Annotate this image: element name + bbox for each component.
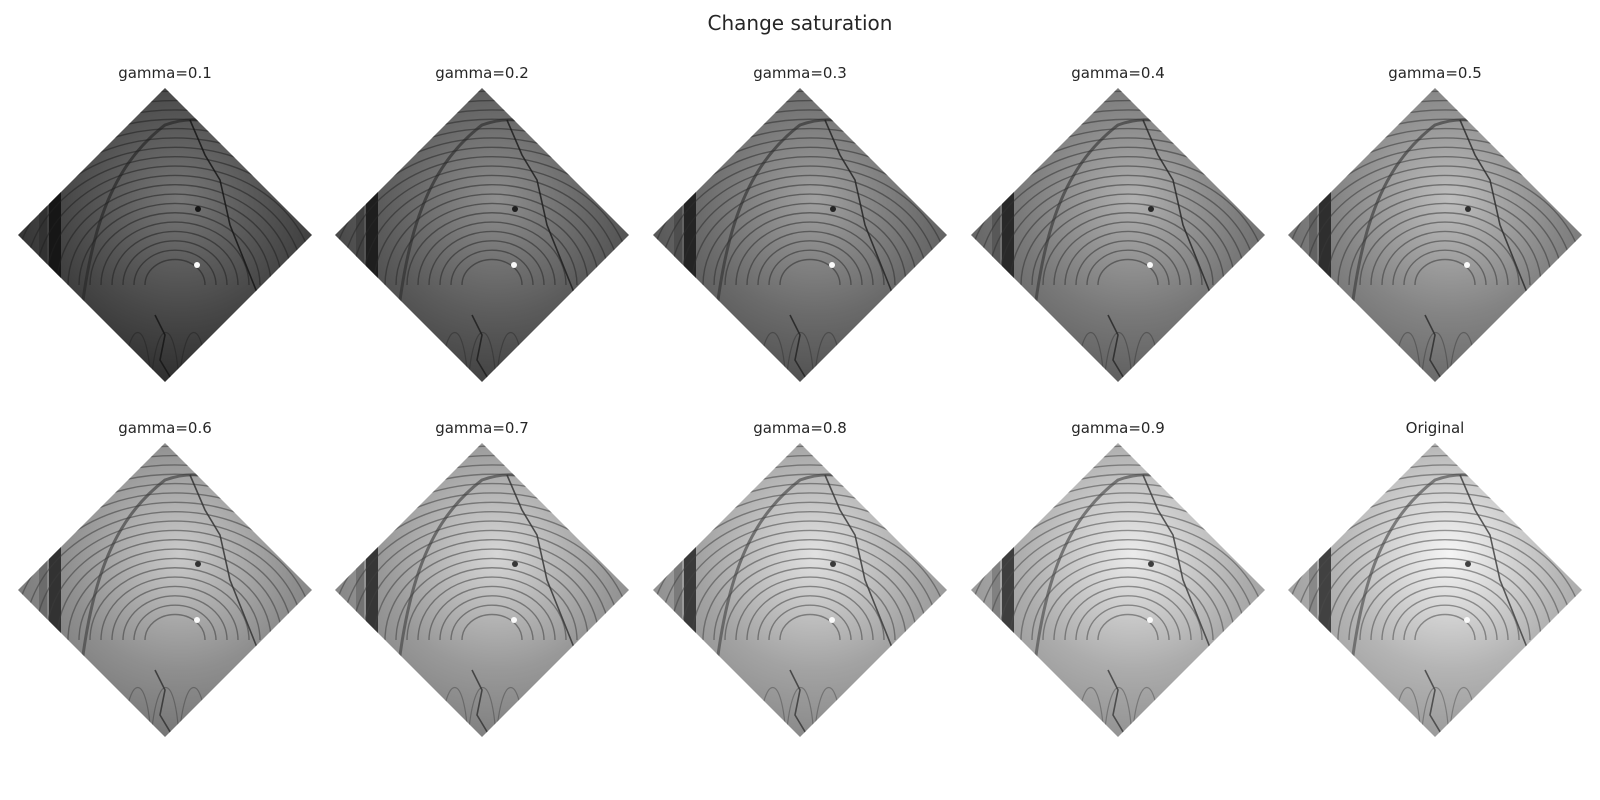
panel-title: gamma=0.5	[1388, 64, 1482, 82]
fingerprint-image	[18, 88, 312, 382]
panel-gamma-0.3: gamma=0.3	[640, 63, 960, 417]
panel-original: Original	[1275, 418, 1595, 772]
figure-title: Change saturation	[707, 11, 893, 35]
panel-gamma-0.7: gamma=0.7	[322, 418, 642, 772]
fingerprint-image	[1288, 88, 1582, 382]
panel-title: gamma=0.4	[1071, 64, 1165, 82]
fingerprint-image	[18, 443, 312, 737]
panel-gamma-0.8: gamma=0.8	[640, 418, 960, 772]
fingerprint-image	[971, 443, 1265, 737]
panel-title: gamma=0.8	[753, 419, 847, 437]
panel-gamma-0.1: gamma=0.1	[5, 63, 325, 417]
panel-title: gamma=0.3	[753, 64, 847, 82]
fingerprint-image	[653, 443, 947, 737]
panel-title: Original	[1405, 419, 1465, 437]
fingerprint-image	[1288, 443, 1582, 737]
panel-gamma-0.5: gamma=0.5	[1275, 63, 1595, 417]
panel-title: gamma=0.2	[435, 64, 529, 82]
panel-title: gamma=0.1	[118, 64, 212, 82]
panel-gamma-0.4: gamma=0.4	[958, 63, 1278, 417]
fingerprint-image	[335, 88, 629, 382]
fingerprint-image	[971, 88, 1265, 382]
fingerprint-image	[335, 443, 629, 737]
panel-gamma-0.9: gamma=0.9	[958, 418, 1278, 772]
panel-title: gamma=0.6	[118, 419, 212, 437]
panel-title: gamma=0.7	[435, 419, 529, 437]
fingerprint-image	[653, 88, 947, 382]
panel-title: gamma=0.9	[1071, 419, 1165, 437]
panel-gamma-0.6: gamma=0.6	[5, 418, 325, 772]
panel-gamma-0.2: gamma=0.2	[322, 63, 642, 417]
